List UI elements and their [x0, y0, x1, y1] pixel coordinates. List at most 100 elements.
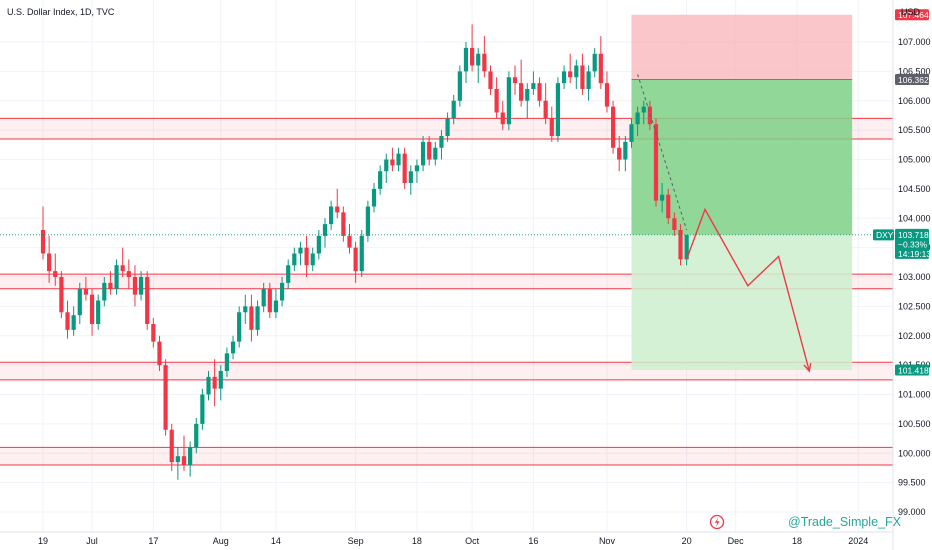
y-tick-label: 99.000	[898, 507, 926, 517]
candle-bearish	[335, 188, 340, 219]
candle-bullish	[574, 59, 579, 89]
y-tick-label: 106.000	[898, 96, 931, 106]
take-profit-zone-filled[interactable]	[631, 79, 853, 235]
lightning-logo-icon	[709, 514, 725, 530]
candle-bullish	[506, 71, 511, 131]
x-tick-label: Dec	[728, 536, 745, 546]
candle-body	[71, 315, 76, 330]
candle-bullish	[660, 183, 665, 213]
stop-loss-zone[interactable]	[631, 14, 853, 80]
candle-bullish	[445, 112, 450, 142]
candle-bullish	[218, 365, 223, 401]
candle-body	[666, 194, 671, 219]
target-price-label[interactable]: 101.418	[895, 364, 929, 376]
candle-bullish	[439, 130, 444, 160]
entry-price-label[interactable]: 106.362	[895, 73, 929, 85]
candle-body	[286, 265, 291, 283]
candle-body	[574, 65, 579, 78]
x-tick-label: Oct	[465, 536, 480, 546]
candle-bullish	[555, 77, 561, 142]
candle-body	[635, 112, 640, 125]
candle-bearish	[427, 136, 432, 166]
x-tick-label: 14	[271, 536, 281, 546]
candle-bullish	[322, 218, 328, 248]
stop-price-label[interactable]: 107.464	[895, 9, 929, 21]
candle-body	[463, 47, 469, 72]
candle-bullish	[286, 259, 291, 289]
candle-bullish	[237, 306, 242, 348]
x-tick-label: 18	[792, 536, 802, 546]
candle-bullish	[310, 247, 315, 272]
candle-body	[77, 288, 82, 316]
candle-bearish	[120, 247, 125, 277]
x-tick-label: Jul	[86, 536, 98, 546]
candle-body	[641, 106, 646, 113]
candle-bullish	[586, 65, 591, 101]
candle-bullish	[365, 200, 370, 242]
candle-body	[617, 147, 622, 160]
candle-bearish	[126, 259, 131, 289]
y-tick-label: 100.500	[898, 419, 931, 429]
candle-body	[482, 53, 487, 72]
candle-body	[237, 312, 242, 342]
candle-bullish	[623, 136, 628, 172]
candle-bearish	[53, 253, 58, 286]
candle-bullish	[463, 42, 469, 84]
symbol-label-text: DXY	[876, 230, 894, 240]
candle-body	[243, 306, 248, 313]
candle-body	[371, 188, 377, 207]
candle-body	[604, 83, 610, 107]
symbol-label-bg	[873, 229, 894, 241]
candle-bearish	[267, 282, 272, 319]
candle-bearish	[181, 435, 187, 471]
candle-bullish	[561, 65, 567, 89]
candle-body	[561, 71, 567, 84]
candle-bearish	[402, 147, 407, 189]
candle-bullish	[684, 234, 689, 266]
currency-label[interactable]: USD	[901, 7, 921, 17]
candle-body	[629, 124, 634, 142]
candle-body	[353, 247, 358, 272]
last-price-label-text: 14:19:13	[898, 249, 931, 259]
x-tick-label: Aug	[213, 536, 229, 546]
candle-body	[53, 271, 58, 277]
candle-body	[224, 353, 229, 371]
candle-body	[194, 423, 199, 448]
watermark-handle: @Trade_Simple_FX	[788, 515, 902, 529]
candle-body	[653, 124, 659, 201]
candle-bullish	[635, 106, 640, 136]
candle-bearish	[666, 188, 671, 225]
candle-body	[255, 306, 260, 330]
entry-price-label-bg	[895, 73, 929, 85]
candle-body	[470, 47, 475, 66]
candle-body	[500, 112, 505, 125]
candle-body	[126, 271, 131, 277]
candle-body	[457, 71, 462, 101]
candlestick-series	[40, 24, 689, 480]
candle-body	[476, 53, 481, 66]
candle-body	[83, 288, 89, 295]
candle-bearish	[390, 147, 395, 172]
candle-body	[175, 456, 180, 463]
symbol-label[interactable]: DXY	[873, 229, 894, 241]
candle-bearish	[341, 206, 346, 242]
last-price-label[interactable]: 103.718−0.33%14:19:13	[895, 228, 931, 259]
take-profit-zone-remaining[interactable]	[631, 234, 853, 370]
candle-body	[347, 235, 352, 248]
candle-bearish	[580, 53, 585, 95]
candle-bearish	[169, 423, 174, 471]
y-tick-label: 104.500	[898, 184, 931, 194]
candle-bullish	[230, 335, 236, 360]
entry-price-label-text: 106.362	[898, 75, 929, 85]
candle-bullish	[77, 282, 82, 324]
candle-body	[102, 282, 107, 301]
candle-bullish	[420, 136, 426, 172]
candle-body	[684, 234, 689, 260]
short-position-tool[interactable]	[631, 14, 853, 370]
candle-body	[623, 141, 628, 160]
y-tick-label: 103.000	[898, 272, 931, 282]
candle-bearish	[132, 265, 138, 307]
candle-bullish	[359, 230, 364, 277]
candle-bearish	[353, 241, 358, 283]
